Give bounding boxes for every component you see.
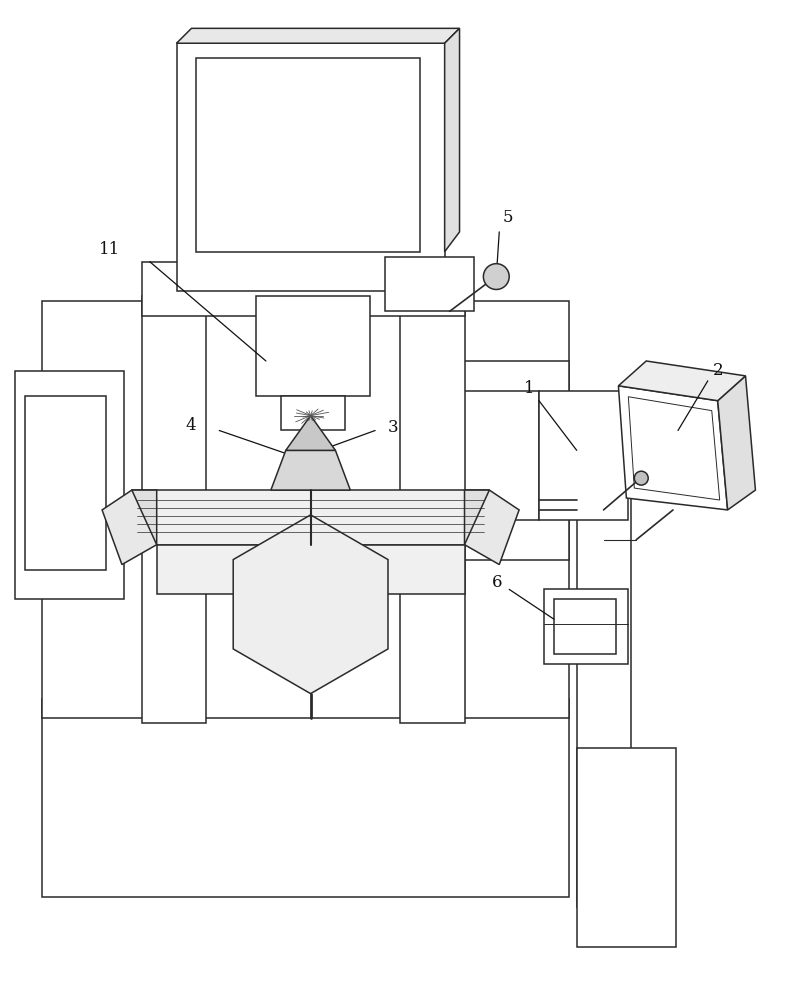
- Text: 5: 5: [502, 209, 513, 226]
- Polygon shape: [271, 450, 350, 490]
- Polygon shape: [102, 490, 156, 565]
- Text: 11: 11: [100, 241, 121, 258]
- Polygon shape: [619, 386, 728, 510]
- Bar: [24, 396, 106, 570]
- Circle shape: [483, 264, 510, 289]
- Bar: [450, 391, 539, 520]
- Polygon shape: [619, 361, 746, 401]
- Polygon shape: [306, 480, 319, 495]
- Text: 6: 6: [491, 574, 502, 591]
- Bar: [280, 396, 345, 430]
- Bar: [141, 296, 206, 723]
- Bar: [400, 296, 465, 723]
- Bar: [141, 262, 465, 316]
- Polygon shape: [132, 490, 156, 545]
- Polygon shape: [233, 515, 388, 694]
- Polygon shape: [445, 28, 460, 252]
- Polygon shape: [717, 376, 755, 510]
- Bar: [43, 301, 569, 718]
- Bar: [544, 589, 628, 664]
- Text: 1: 1: [525, 380, 535, 397]
- Bar: [15, 371, 124, 599]
- Bar: [197, 58, 419, 252]
- Bar: [539, 391, 628, 520]
- Polygon shape: [465, 490, 489, 545]
- Polygon shape: [628, 397, 720, 500]
- Bar: [577, 748, 676, 947]
- Polygon shape: [286, 416, 336, 450]
- Bar: [132, 490, 489, 545]
- Bar: [385, 257, 475, 311]
- Bar: [156, 545, 465, 594]
- Text: 2: 2: [713, 362, 724, 379]
- Bar: [256, 296, 371, 396]
- Polygon shape: [176, 28, 460, 43]
- Circle shape: [634, 471, 649, 485]
- Bar: [176, 43, 445, 291]
- Bar: [577, 401, 631, 907]
- Bar: [554, 599, 616, 654]
- Text: 3: 3: [388, 419, 399, 436]
- Text: 4: 4: [186, 417, 197, 434]
- Polygon shape: [465, 490, 519, 565]
- Bar: [430, 361, 569, 560]
- Bar: [43, 699, 569, 897]
